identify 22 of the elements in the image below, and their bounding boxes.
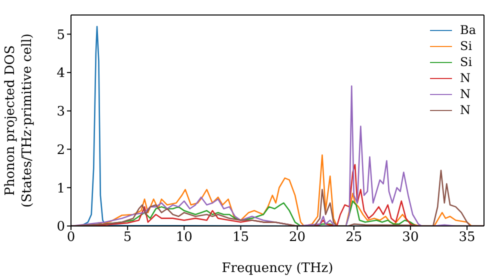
x-tick-label: 30 bbox=[402, 230, 419, 246]
legend-label: Si bbox=[460, 38, 472, 54]
x-tick-label: 20 bbox=[289, 230, 306, 246]
x-tick-label: 15 bbox=[232, 230, 249, 246]
y-tick-label: 4 bbox=[56, 66, 65, 82]
y-tick-label: 3 bbox=[56, 104, 65, 120]
x-tick-label: 25 bbox=[346, 230, 362, 246]
y-tick-label: 5 bbox=[56, 28, 65, 43]
x-axis-title: Frequency (THz) bbox=[222, 261, 334, 276]
x-tick-label: 0 bbox=[66, 230, 76, 246]
y-tick-label: 2 bbox=[56, 142, 65, 158]
y-tick-label: 0 bbox=[56, 220, 65, 235]
legend-label: Ba bbox=[460, 22, 476, 38]
legend-label: N bbox=[460, 102, 471, 118]
x-tick-label: 35 bbox=[458, 230, 476, 246]
x-tick-label: 5 bbox=[123, 230, 132, 246]
y-tick-label: 1 bbox=[56, 181, 65, 196]
y-axis-title: Phonon projected DOS (States/THz·primitive cell) bbox=[3, 33, 35, 208]
legend-label: N bbox=[460, 86, 471, 102]
x-tick-label: 10 bbox=[176, 230, 192, 246]
legend-label: N bbox=[460, 70, 471, 86]
legend-label: Si bbox=[460, 54, 472, 70]
